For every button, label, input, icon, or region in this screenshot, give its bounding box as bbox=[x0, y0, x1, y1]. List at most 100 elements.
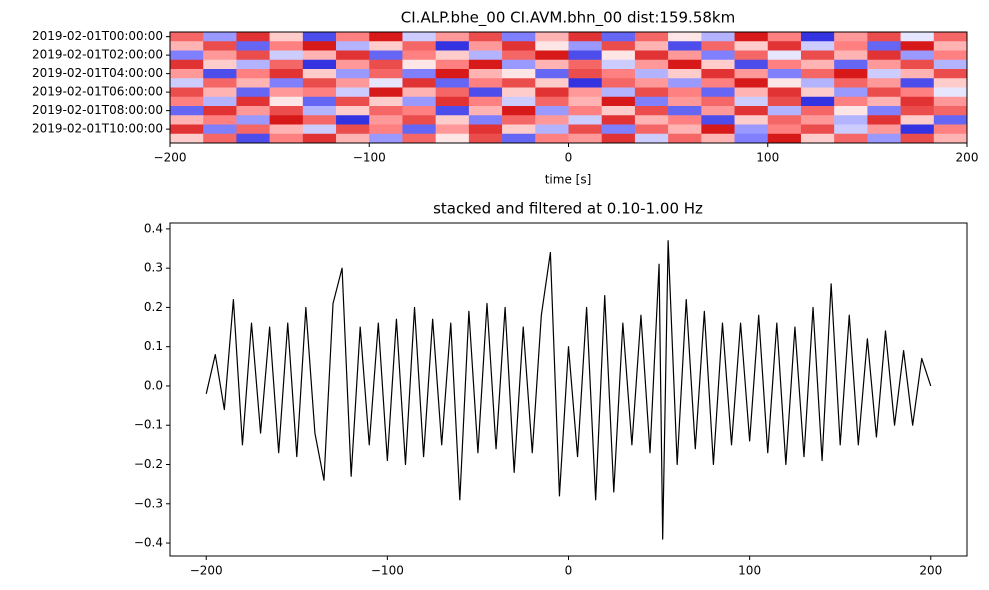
heatmap-cell bbox=[502, 41, 536, 51]
heatmap-cell bbox=[435, 69, 470, 79]
heatmap-cell bbox=[535, 59, 569, 70]
heatmap-cell bbox=[668, 87, 702, 98]
heatmap-cell bbox=[634, 133, 669, 144]
heatmap-cell bbox=[834, 69, 868, 79]
heatmap-cell bbox=[800, 124, 835, 135]
heatmap-cell bbox=[302, 124, 337, 135]
y-tick-label: 2019-02-01T04:00:00 bbox=[32, 66, 163, 80]
y-tick-label: 2019-02-01T06:00:00 bbox=[32, 85, 163, 99]
heatmap-cell bbox=[369, 133, 403, 144]
heatmap-cell bbox=[170, 59, 204, 70]
heatmap-cell bbox=[568, 96, 603, 107]
heatmap-cell bbox=[402, 96, 436, 107]
heatmap-cell bbox=[468, 115, 503, 125]
heatmap-cell bbox=[867, 50, 901, 61]
heatmap-cell bbox=[867, 41, 901, 51]
heatmap-cell bbox=[800, 78, 835, 88]
heatmap-cell bbox=[800, 69, 835, 79]
axes-frame bbox=[169, 222, 968, 557]
heatmap-cell bbox=[236, 78, 270, 88]
heatmap-cell bbox=[402, 59, 436, 70]
heatmap-cell bbox=[933, 59, 968, 70]
heatmap-cell bbox=[170, 78, 204, 88]
x-tick-label: 0 bbox=[565, 564, 573, 578]
heatmap-cell bbox=[734, 87, 769, 98]
heatmap-cell bbox=[834, 78, 868, 88]
heatmap-cell bbox=[767, 32, 802, 42]
heatmap-cell bbox=[767, 87, 802, 98]
heatmap-cell bbox=[601, 50, 636, 61]
heatmap-cell bbox=[170, 69, 204, 79]
heatmap-cell bbox=[468, 133, 503, 144]
heatmap-cell bbox=[601, 106, 636, 116]
heatmap-cell bbox=[203, 69, 237, 79]
heatmap-cell bbox=[834, 124, 868, 135]
heatmap-cell bbox=[203, 133, 237, 144]
heatmap-cell bbox=[767, 78, 802, 88]
heatmap-cell bbox=[269, 59, 304, 70]
heatmap-cell bbox=[502, 78, 536, 88]
heatmap-cell bbox=[568, 59, 603, 70]
heatmap-cell bbox=[502, 106, 536, 116]
heatmap-cell bbox=[668, 32, 702, 42]
heatmap-cell bbox=[900, 87, 935, 98]
heatmap-cell bbox=[867, 87, 901, 98]
heatmap-cell bbox=[468, 78, 503, 88]
heatmap-cell bbox=[634, 41, 669, 51]
heatmap-cell bbox=[767, 59, 802, 70]
heatmap-cell bbox=[402, 133, 436, 144]
heatmap-cell bbox=[535, 50, 569, 61]
heatmap-cell bbox=[668, 96, 702, 107]
heatmap-cell bbox=[568, 106, 603, 116]
heatmap-cell bbox=[701, 50, 735, 61]
heatmap-cell bbox=[435, 78, 470, 88]
heatmap-cell bbox=[535, 78, 569, 88]
heatmap-cell bbox=[701, 96, 735, 107]
heatmap-cell bbox=[867, 69, 901, 79]
heatmap-cell bbox=[302, 96, 337, 107]
heatmap-cell bbox=[203, 96, 237, 107]
heatmap-cell bbox=[468, 59, 503, 70]
y-tick-label: 2019-02-01T02:00:00 bbox=[32, 48, 163, 62]
heatmap-cell bbox=[734, 50, 769, 61]
heatmap-cell bbox=[800, 32, 835, 42]
heatmap-cell bbox=[800, 115, 835, 125]
heatmap-cell bbox=[203, 32, 237, 42]
heatmap-cell bbox=[800, 41, 835, 51]
heatmap-cell bbox=[236, 69, 270, 79]
y-tick-label: −0.2 bbox=[134, 457, 163, 471]
heatmap-cell bbox=[601, 32, 636, 42]
heatmap-cell bbox=[468, 41, 503, 51]
heatmap-cell bbox=[734, 115, 769, 125]
heatmap-cell bbox=[834, 106, 868, 116]
heatmap-cell bbox=[568, 78, 603, 88]
heatmap-cell bbox=[800, 133, 835, 144]
heatmap-cell bbox=[867, 96, 901, 107]
heatmap-cell bbox=[170, 124, 204, 135]
heatmap-cell bbox=[502, 69, 536, 79]
heatmap-cell bbox=[701, 124, 735, 135]
heatmap-cell bbox=[800, 87, 835, 98]
heatmap-cell bbox=[170, 106, 204, 116]
heatmap-cell bbox=[734, 32, 769, 42]
heatmap-cell bbox=[236, 124, 270, 135]
heatmap-cell bbox=[834, 115, 868, 125]
heatmap-cell bbox=[601, 59, 636, 70]
heatmap-cell bbox=[402, 124, 436, 135]
heatmap-cell bbox=[435, 59, 470, 70]
x-tick-label: 0 bbox=[565, 151, 573, 165]
heatmap-cell bbox=[269, 50, 304, 61]
heatmap-cell bbox=[568, 32, 603, 42]
heatmap-cell bbox=[170, 41, 204, 51]
heatmap-cell bbox=[867, 133, 901, 144]
heatmap-cell bbox=[269, 32, 304, 42]
heatmap-cell bbox=[701, 69, 735, 79]
heatmap-cell bbox=[933, 87, 968, 98]
heatmap-cell bbox=[203, 78, 237, 88]
top-title: CI.ALP.bhe_00 CI.AVM.bhn_00 dist:159.58k… bbox=[401, 9, 735, 28]
heatmap-cell bbox=[269, 124, 304, 135]
heatmap-cell bbox=[634, 96, 669, 107]
heatmap-cell bbox=[701, 106, 735, 116]
heatmap-cell bbox=[369, 41, 403, 51]
heatmap-cell bbox=[402, 69, 436, 79]
